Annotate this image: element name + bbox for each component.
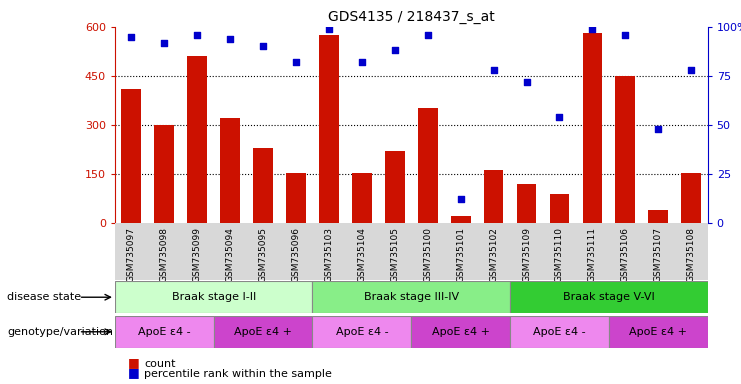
Text: Braak stage I-II: Braak stage I-II <box>171 292 256 302</box>
Text: GSM735101: GSM735101 <box>456 227 465 282</box>
Bar <box>411 316 510 348</box>
Bar <box>319 35 339 223</box>
Bar <box>681 173 701 223</box>
Text: GSM735094: GSM735094 <box>225 227 235 282</box>
Text: GSM735100: GSM735100 <box>423 227 432 282</box>
Text: count: count <box>144 359 176 369</box>
Point <box>685 67 697 73</box>
Text: GSM735108: GSM735108 <box>687 227 696 282</box>
Bar <box>516 184 536 223</box>
Bar <box>313 281 510 313</box>
Point <box>125 34 137 40</box>
Point <box>521 79 533 85</box>
Text: GSM735104: GSM735104 <box>357 227 366 282</box>
Bar <box>484 170 503 223</box>
Text: GSM735098: GSM735098 <box>160 227 169 282</box>
Point <box>586 26 598 32</box>
Text: GSM735097: GSM735097 <box>127 227 136 282</box>
Text: GSM735102: GSM735102 <box>489 227 498 282</box>
Point <box>159 40 170 46</box>
Text: genotype/variation: genotype/variation <box>7 327 113 337</box>
Text: GSM735109: GSM735109 <box>522 227 531 282</box>
Text: ApoE ε4 +: ApoE ε4 + <box>432 327 490 337</box>
Text: GSM735096: GSM735096 <box>291 227 301 282</box>
Point <box>422 31 433 38</box>
Bar <box>385 151 405 223</box>
Point <box>225 36 236 42</box>
Title: GDS4135 / 218437_s_at: GDS4135 / 218437_s_at <box>328 10 495 25</box>
Point <box>356 59 368 65</box>
Bar <box>352 173 372 223</box>
Text: GSM735095: GSM735095 <box>259 227 268 282</box>
Text: GSM735105: GSM735105 <box>391 227 399 282</box>
Text: ■: ■ <box>128 366 140 379</box>
Bar <box>115 316 213 348</box>
Bar <box>648 210 668 223</box>
Text: GSM735099: GSM735099 <box>193 227 202 282</box>
Bar <box>582 33 602 223</box>
Point <box>488 67 499 73</box>
Point <box>290 59 302 65</box>
Bar <box>510 281 708 313</box>
Bar <box>451 216 471 223</box>
Text: disease state: disease state <box>7 292 82 302</box>
Text: ApoE ε4 +: ApoE ε4 + <box>629 327 687 337</box>
Point <box>257 43 269 50</box>
Text: ApoE ε4 -: ApoE ε4 - <box>533 327 586 337</box>
Text: ApoE ε4 +: ApoE ε4 + <box>234 327 292 337</box>
Text: GSM735103: GSM735103 <box>325 227 333 282</box>
Point <box>191 31 203 38</box>
Point <box>554 114 565 120</box>
Point <box>455 196 467 202</box>
Text: ApoE ε4 -: ApoE ε4 - <box>336 327 388 337</box>
Point <box>389 47 401 53</box>
Text: GSM735110: GSM735110 <box>555 227 564 282</box>
Bar <box>213 316 313 348</box>
Bar <box>154 125 174 223</box>
Bar <box>609 316 708 348</box>
Text: GSM735111: GSM735111 <box>588 227 597 282</box>
Text: ■: ■ <box>128 356 140 369</box>
Point <box>652 126 664 132</box>
Text: percentile rank within the sample: percentile rank within the sample <box>144 369 333 379</box>
Bar <box>418 109 438 223</box>
Bar <box>550 194 569 223</box>
Bar <box>510 316 609 348</box>
Bar <box>616 76 635 223</box>
Bar <box>122 89 142 223</box>
Bar <box>187 56 207 223</box>
Bar <box>286 173 306 223</box>
Point <box>619 31 631 38</box>
Text: GSM735106: GSM735106 <box>621 227 630 282</box>
Bar <box>115 281 313 313</box>
Bar <box>313 316 411 348</box>
Text: Braak stage V-VI: Braak stage V-VI <box>563 292 655 302</box>
Bar <box>253 148 273 223</box>
Text: GSM735107: GSM735107 <box>654 227 662 282</box>
Text: ApoE ε4 -: ApoE ε4 - <box>138 327 190 337</box>
Bar <box>220 118 240 223</box>
Text: Braak stage III-IV: Braak stage III-IV <box>364 292 459 302</box>
Point <box>323 26 335 32</box>
